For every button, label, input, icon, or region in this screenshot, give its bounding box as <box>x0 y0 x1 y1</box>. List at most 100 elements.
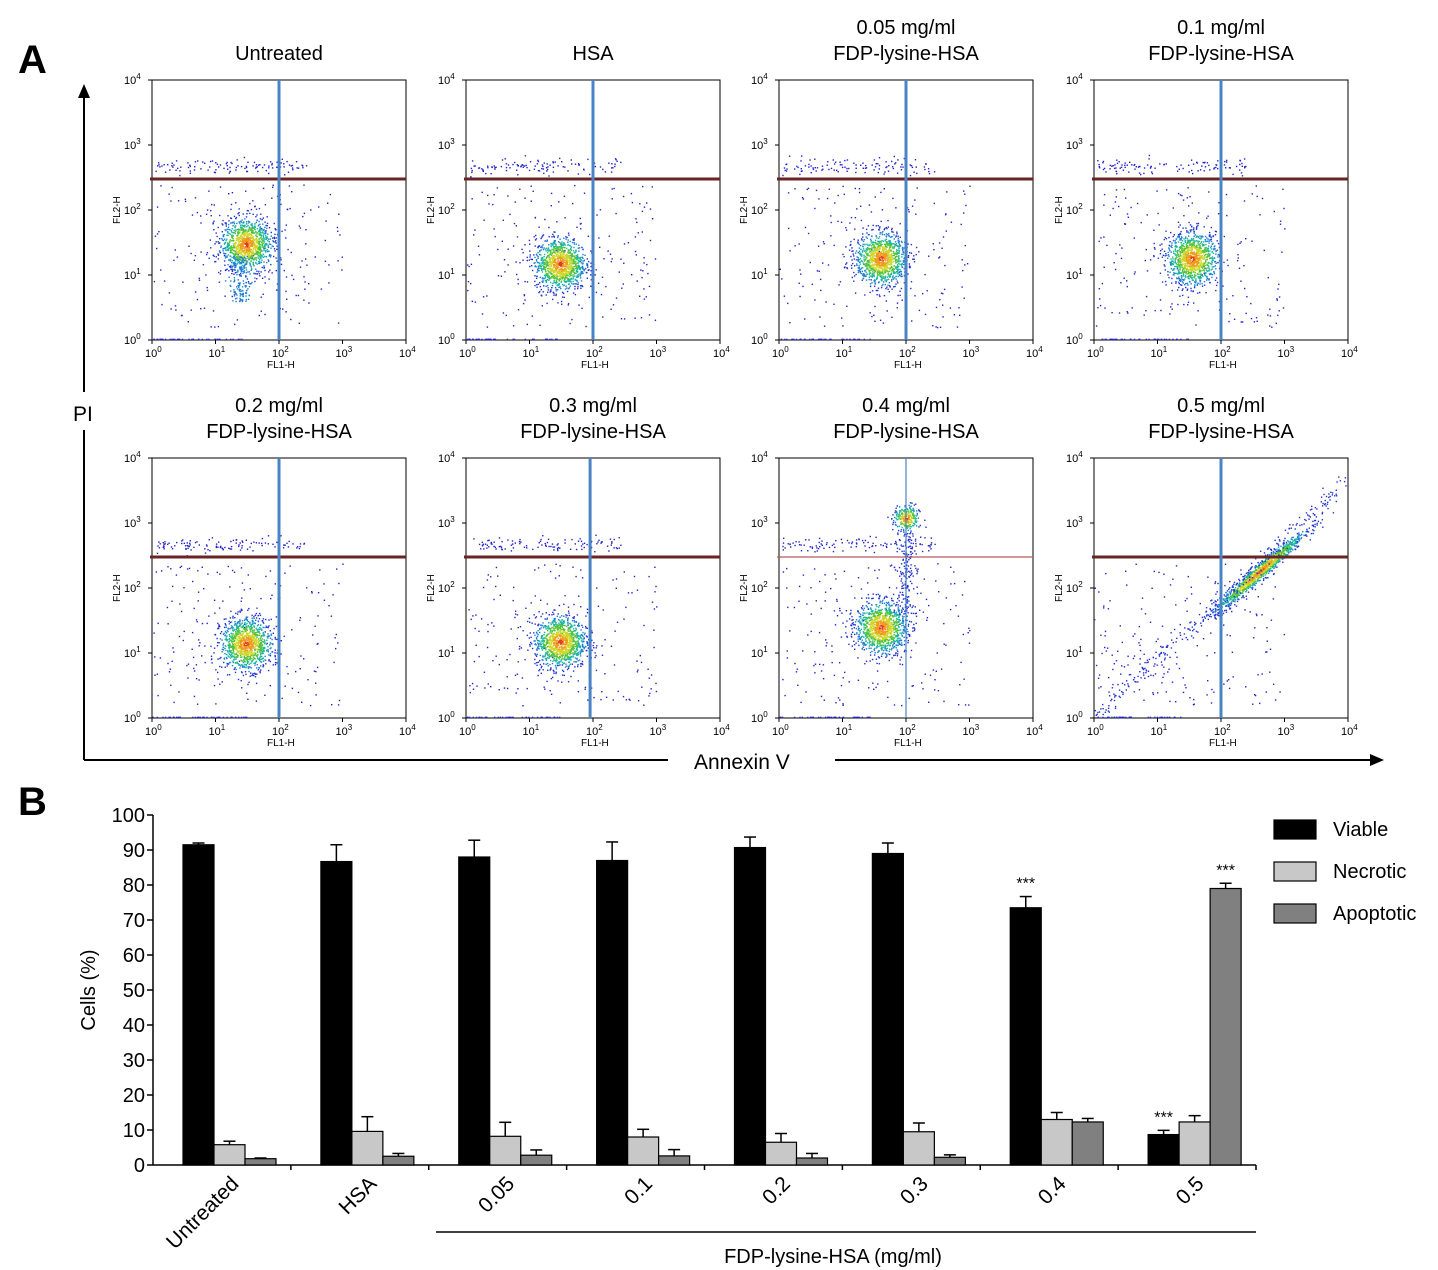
event-dot <box>577 262 579 264</box>
event-dot <box>857 338 859 341</box>
event-dot <box>876 294 878 296</box>
event-dot <box>255 238 257 241</box>
event-dot <box>889 286 891 288</box>
event-dot <box>223 243 226 245</box>
event-dot <box>232 253 234 255</box>
event-dot <box>538 170 541 172</box>
event-dot <box>531 258 533 261</box>
event-dot <box>1226 214 1228 217</box>
event-dot <box>1199 246 1201 248</box>
event-dot <box>897 235 899 237</box>
event-dot <box>872 268 874 270</box>
event-dot <box>268 227 271 229</box>
event-dot <box>265 243 267 245</box>
event-dot <box>544 267 546 270</box>
event-dot <box>872 244 874 246</box>
event-dot <box>247 239 249 241</box>
event-dot <box>887 244 889 246</box>
event-dot <box>1149 259 1152 261</box>
event-dot <box>1176 338 1178 341</box>
event-dot <box>862 233 864 235</box>
event-dot <box>245 275 247 277</box>
event-dot <box>890 253 893 255</box>
event-dot <box>250 233 252 235</box>
event-dot <box>537 169 540 172</box>
event-dot <box>819 338 821 341</box>
event-dots <box>153 156 343 341</box>
event-dot <box>247 224 249 227</box>
event-dot <box>551 253 553 255</box>
event-dot <box>213 229 215 231</box>
event-dot <box>262 223 264 225</box>
event-dot <box>232 338 234 341</box>
event-dot <box>252 263 254 265</box>
event-dot <box>896 252 899 254</box>
event-dot <box>549 249 551 252</box>
event-dot <box>878 294 881 296</box>
event-dot <box>264 313 266 316</box>
event-dot <box>159 166 161 168</box>
event-dot <box>789 250 791 252</box>
event-dot <box>243 250 245 253</box>
event-dot <box>258 220 260 223</box>
event-dot <box>574 184 576 187</box>
event-dot <box>242 256 244 259</box>
event-dot <box>578 244 580 246</box>
event-dot <box>234 254 236 256</box>
event-dot <box>1122 169 1125 171</box>
event-dot <box>869 238 872 241</box>
event-dot <box>540 249 542 251</box>
event-dot <box>235 238 238 240</box>
event-dot <box>237 237 240 239</box>
event-dot <box>643 257 645 259</box>
event-dot <box>600 293 603 296</box>
event-dot <box>571 262 574 264</box>
event-dot <box>603 258 605 260</box>
event-dot <box>933 202 935 205</box>
event-dot <box>885 262 888 264</box>
event-dot <box>1150 165 1152 168</box>
event-dot <box>536 271 538 273</box>
event-dot <box>1245 165 1247 168</box>
event-dot <box>572 283 575 285</box>
event-dot <box>253 244 256 246</box>
event-dot <box>1214 234 1217 236</box>
event-dot <box>204 162 206 164</box>
event-dot <box>544 263 546 265</box>
event-dot <box>174 305 177 307</box>
event-dot <box>886 251 889 254</box>
event-dot <box>573 241 575 244</box>
event-dot <box>517 174 519 176</box>
y-tick-exponent: 2 <box>763 202 768 211</box>
event-dot <box>854 252 857 254</box>
x-tick-label: 102 <box>586 345 603 360</box>
event-dot <box>884 254 886 257</box>
event-dot <box>1104 338 1106 341</box>
event-dot <box>561 161 563 163</box>
event-dot <box>249 249 251 252</box>
event-dot <box>1278 310 1280 312</box>
event-dot <box>235 166 237 169</box>
event-dot <box>879 271 881 274</box>
event-dot <box>579 260 581 263</box>
x-axis-label: FL1-H <box>581 360 609 371</box>
event-dot <box>1159 299 1162 301</box>
event-dot <box>203 307 206 309</box>
event-dot <box>537 159 539 162</box>
event-dot <box>887 273 890 276</box>
event-dot <box>868 270 871 273</box>
event-dot <box>1115 252 1117 255</box>
y-tick-exponent: 4 <box>136 72 141 81</box>
event-dot <box>1180 233 1182 236</box>
event-dot <box>558 250 560 252</box>
event-dot <box>901 253 903 255</box>
event-dot <box>945 213 947 215</box>
event-dot <box>579 277 582 279</box>
event-dot <box>184 200 187 203</box>
x-tick-label: 104 <box>399 345 416 360</box>
event-dot <box>1098 166 1100 168</box>
event-dot <box>310 209 312 211</box>
event-dot <box>1134 271 1136 273</box>
event-dot <box>942 236 945 238</box>
event-dot <box>582 268 584 270</box>
